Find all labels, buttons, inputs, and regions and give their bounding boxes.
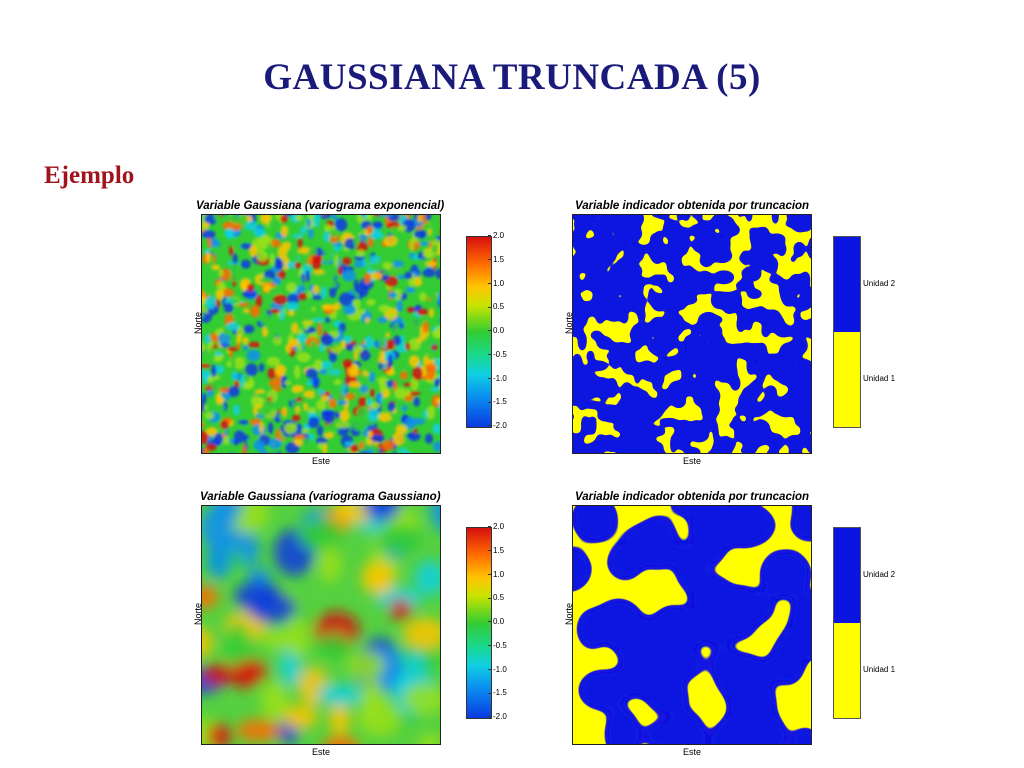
y-axis-label: Norte: [193, 603, 203, 626]
colorbar-tick: 1.5: [493, 545, 505, 555]
x-axis-label: Este: [682, 747, 701, 757]
colorbar-tick: -0.5: [493, 349, 507, 359]
colorbar-tick: 0.0: [493, 326, 505, 335]
x-axis-label: Este: [311, 747, 330, 757]
colorbar-tick: -1.0: [493, 373, 507, 383]
legend-label-unit-2: Unidad 2: [863, 279, 896, 288]
panel-indicator-gaussian: Variable indicador obtenida por truncaci…: [564, 491, 927, 761]
colorbar-tick: 1.5: [493, 254, 505, 264]
colorbar-tick: 1.0: [493, 278, 505, 288]
unit-2-swatch: [834, 528, 860, 623]
panel-indicator-exponential: Variable indicador obtenida por truncaci…: [564, 200, 927, 470]
unit-1-swatch: [834, 332, 860, 427]
panel-gaussian-gaussian: Variable Gaussiana (variograma Gaussiano…: [193, 491, 556, 761]
gaussian-exponential-image: [202, 215, 440, 453]
slide-subtitle: Ejemplo: [44, 162, 135, 189]
indicator-gaussian-map: [572, 505, 812, 745]
indicator-legend-bar: [833, 236, 861, 428]
colorbar-tick: -2.0: [493, 421, 507, 430]
unit-1-swatch: [834, 623, 860, 718]
x-axis-label: Este: [682, 456, 701, 466]
colorbar-tick: -1.5: [493, 397, 507, 407]
indicator-exponential-map: [572, 214, 812, 454]
colorbar-tick: -1.5: [493, 688, 507, 698]
legend-label-unit-1: Unidad 1: [863, 665, 896, 674]
indicator-exponential-image: [573, 215, 811, 453]
y-axis-label: Norte: [564, 312, 574, 335]
unit-2-swatch: [834, 237, 860, 332]
y-axis-label: Norte: [564, 603, 574, 626]
colorbar-tick: 2.0: [493, 231, 505, 240]
gaussian-exponential-map: [201, 214, 441, 454]
panel-title: Variable indicador obtenida por truncaci…: [575, 491, 810, 503]
slide-title: GAUSSIANA TRUNCADA (5): [263, 57, 761, 98]
gaussian-gaussian-map: [201, 505, 441, 745]
panel-title: Variable Gaussiana (variograma exponenci…: [196, 200, 445, 212]
colorbar-tick: 0.5: [493, 593, 505, 603]
colorbar-tick: -2.0: [493, 712, 507, 721]
colorbar: [466, 236, 492, 428]
colorbar-tick: 0.5: [493, 302, 505, 312]
colorbar-tick: 1.0: [493, 569, 505, 579]
colorbar: [466, 527, 492, 719]
colorbar-tick: -0.5: [493, 640, 507, 650]
panel-title: Variable indicador obtenida por truncaci…: [575, 200, 810, 212]
indicator-gaussian-image: [573, 506, 811, 744]
y-axis-label: Norte: [193, 312, 203, 335]
indicator-legend-bar: [833, 527, 861, 719]
colorbar-tick: 0.0: [493, 617, 505, 626]
colorbar-tick: 2.0: [493, 522, 505, 531]
legend-label-unit-1: Unidad 1: [863, 374, 896, 383]
gaussian-gaussian-image: [202, 506, 440, 744]
colorbar-tick: -1.0: [493, 664, 507, 674]
legend-label-unit-2: Unidad 2: [863, 570, 896, 579]
x-axis-label: Este: [311, 456, 330, 466]
panel-title: Variable Gaussiana (variograma Gaussiano…: [200, 491, 441, 503]
panel-gaussian-exponential: Variable Gaussiana (variograma exponenci…: [193, 200, 556, 470]
